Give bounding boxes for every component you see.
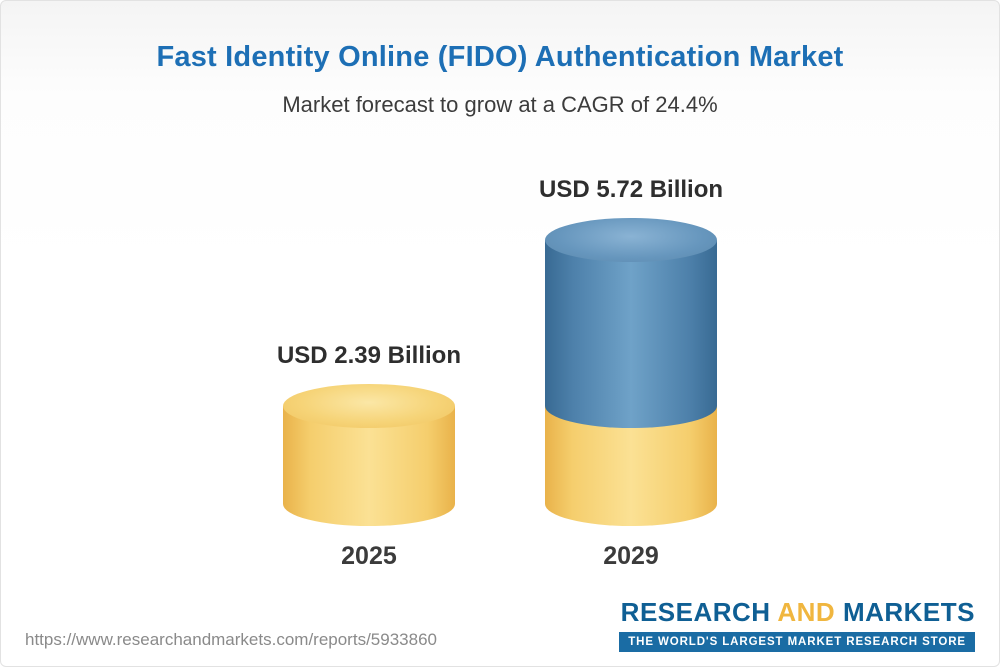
year-label-2025: 2025 bbox=[341, 542, 397, 570]
bar-group-2029: USD 5.72 Billion 2029 bbox=[539, 176, 723, 571]
footer: https://www.researchandmarkets.com/repor… bbox=[1, 597, 999, 666]
page-subtitle: Market forecast to grow at a CAGR of 24.… bbox=[282, 92, 718, 117]
page-title: Fast Identity Online (FIDO) Authenticati… bbox=[156, 41, 844, 73]
logo-wordmark: RESEARCH AND MARKETS bbox=[621, 597, 975, 628]
bar-2025-cap bbox=[282, 384, 455, 428]
year-label-2029: 2029 bbox=[603, 542, 659, 570]
logo-tagline: THE WORLD'S LARGEST MARKET RESEARCH STOR… bbox=[619, 632, 975, 652]
bar-chart: USD 2.39 Billion 2025 USD 5.72 Billion 2… bbox=[1, 151, 999, 571]
logo-word-research: RESEARCH bbox=[620, 597, 771, 627]
value-label-2029: USD 5.72 Billion bbox=[539, 176, 724, 203]
chart-header: Fast Identity Online (FIDO) Authenticati… bbox=[1, 1, 999, 118]
bar-2029-blue-body bbox=[545, 240, 718, 428]
bar-2029 bbox=[545, 218, 718, 526]
report-url: https://www.researchandmarkets.com/repor… bbox=[25, 630, 437, 649]
bar-group-2025: USD 2.39 Billion 2025 bbox=[277, 342, 461, 571]
value-label-2025: USD 2.39 Billion bbox=[276, 342, 461, 369]
bar-2025 bbox=[282, 384, 455, 526]
bar-2029-cap bbox=[545, 218, 718, 262]
research-and-markets-logo: RESEARCH AND MARKETS THE WORLD'S LARGEST… bbox=[619, 597, 975, 652]
logo-word-markets: MARKETS bbox=[842, 597, 975, 627]
logo-word-and: AND bbox=[777, 597, 836, 627]
